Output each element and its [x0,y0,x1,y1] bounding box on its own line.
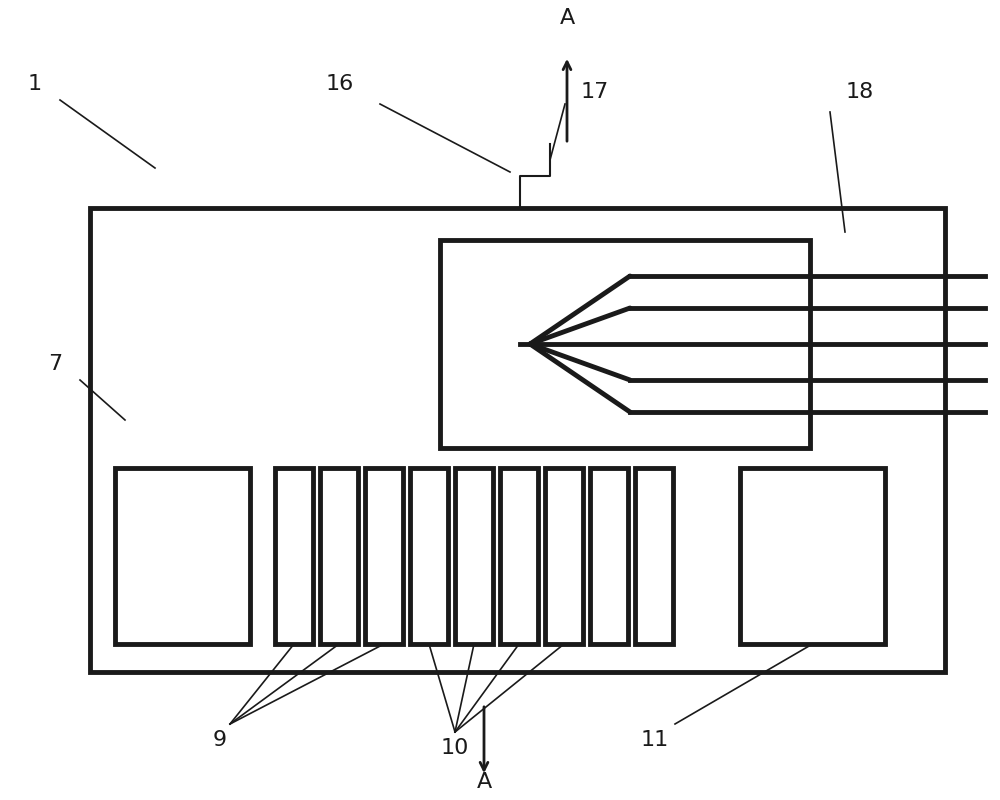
Bar [440,240,810,448]
Text: 18: 18 [846,82,874,102]
Bar [410,468,448,644]
Bar [590,468,628,644]
Bar [115,468,250,644]
Bar [90,208,945,672]
Bar [635,468,673,644]
Bar [545,468,583,644]
Text: 9: 9 [213,730,227,750]
Text: 10: 10 [441,738,469,758]
Text: 1: 1 [28,74,42,94]
Bar [365,468,403,644]
Bar [455,468,493,644]
Text: A: A [476,772,492,792]
Text: 16: 16 [326,74,354,94]
Text: 11: 11 [641,730,669,750]
Bar [740,468,885,644]
Bar [320,468,358,644]
Text: 17: 17 [581,82,609,102]
Bar [275,468,313,644]
Bar [500,468,538,644]
Text: A: A [559,8,575,28]
Text: 7: 7 [48,354,62,374]
